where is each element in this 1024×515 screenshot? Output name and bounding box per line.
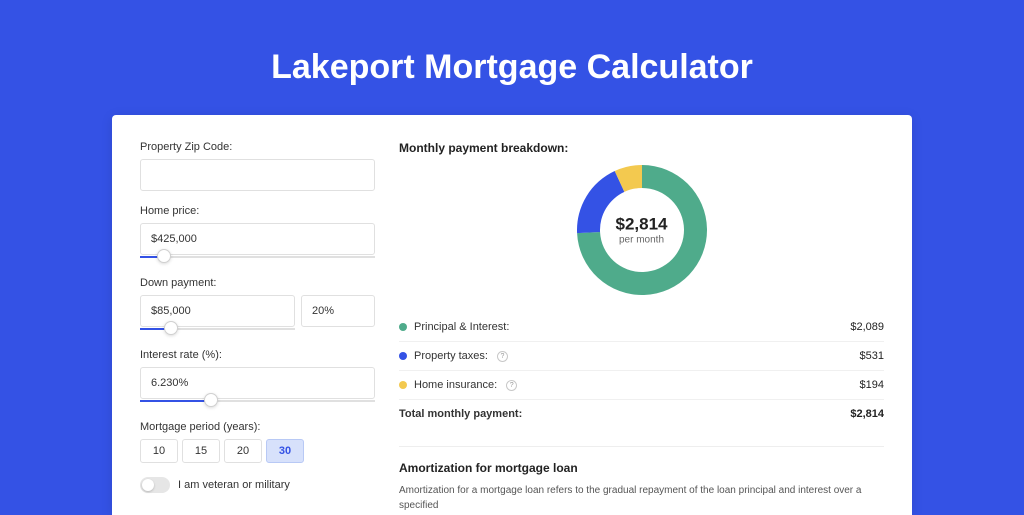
legend-dot	[399, 323, 407, 331]
rate-label: Interest rate (%):	[140, 349, 375, 361]
price-input[interactable]	[140, 223, 375, 255]
period-button-group: 10152030	[140, 439, 375, 463]
zip-field-group: Property Zip Code:	[140, 141, 375, 191]
total-value: $2,814	[850, 408, 884, 420]
slider-thumb[interactable]	[164, 321, 178, 335]
amort-text: Amortization for a mortgage loan refers …	[399, 483, 884, 513]
donut-sub: per month	[616, 235, 668, 246]
veteran-toggle-row: I am veteran or military	[140, 477, 375, 493]
legend-dot	[399, 381, 407, 389]
legend-row-tax: Property taxes:? $531	[399, 341, 884, 370]
period-label: Mortgage period (years):	[140, 421, 375, 433]
legend-row-total: Total monthly payment: $2,814	[399, 399, 884, 428]
amortization-block: Amortization for mortgage loan Amortizat…	[399, 446, 884, 513]
down-amount-input[interactable]	[140, 295, 295, 327]
period-option-30[interactable]: 30	[266, 439, 304, 463]
legend-label: Property taxes:	[414, 350, 488, 362]
rate-field-group: Interest rate (%):	[140, 349, 375, 407]
info-icon[interactable]: ?	[497, 351, 508, 362]
period-field-group: Mortgage period (years): 10152030	[140, 421, 375, 463]
amort-title: Amortization for mortgage loan	[399, 461, 884, 475]
donut-center: $2,814 per month	[616, 215, 668, 246]
period-option-15[interactable]: 15	[182, 439, 220, 463]
zip-label: Property Zip Code:	[140, 141, 375, 153]
breakdown-legend: Principal & Interest: $2,089 Property taxe…	[399, 313, 884, 428]
total-label: Total monthly payment:	[399, 408, 522, 420]
down-label: Down payment:	[140, 277, 375, 289]
price-label: Home price:	[140, 205, 375, 217]
down-percent-input[interactable]	[301, 295, 375, 327]
donut-amount: $2,814	[616, 215, 668, 235]
legend-value: $194	[860, 379, 884, 391]
slider-thumb[interactable]	[204, 393, 218, 407]
slider-thumb[interactable]	[157, 249, 171, 263]
donut-chart: $2,814 per month	[577, 165, 707, 295]
price-field-group: Home price:	[140, 205, 375, 263]
down-slider[interactable]	[140, 325, 295, 335]
rate-input[interactable]	[140, 367, 375, 399]
toggle-knob	[142, 479, 154, 491]
legend-value: $2,089	[850, 321, 884, 333]
veteran-label: I am veteran or military	[178, 479, 290, 491]
legend-row-pi: Principal & Interest: $2,089	[399, 313, 884, 341]
donut-chart-wrap: $2,814 per month	[399, 165, 884, 295]
veteran-toggle[interactable]	[140, 477, 170, 493]
price-slider[interactable]	[140, 253, 375, 263]
down-field-group: Down payment:	[140, 277, 375, 335]
calculator-app: Property Zip Code: Home price: Down paym…	[112, 115, 912, 515]
input-form: Property Zip Code: Home price: Down paym…	[140, 141, 375, 515]
legend-row-ins: Home insurance:? $194	[399, 370, 884, 399]
legend-label: Principal & Interest:	[414, 321, 509, 333]
breakdown-title: Monthly payment breakdown:	[399, 141, 884, 155]
legend-label: Home insurance:	[414, 379, 497, 391]
breakdown-panel: Monthly payment breakdown: $2,814 per mo…	[399, 141, 884, 515]
zip-input[interactable]	[140, 159, 375, 191]
legend-value: $531	[860, 350, 884, 362]
legend-dot	[399, 352, 407, 360]
period-option-20[interactable]: 20	[224, 439, 262, 463]
page-title: Lakeport Mortgage Calculator	[0, 48, 1024, 87]
info-icon[interactable]: ?	[506, 380, 517, 391]
rate-slider[interactable]	[140, 397, 375, 407]
period-option-10[interactable]: 10	[140, 439, 178, 463]
